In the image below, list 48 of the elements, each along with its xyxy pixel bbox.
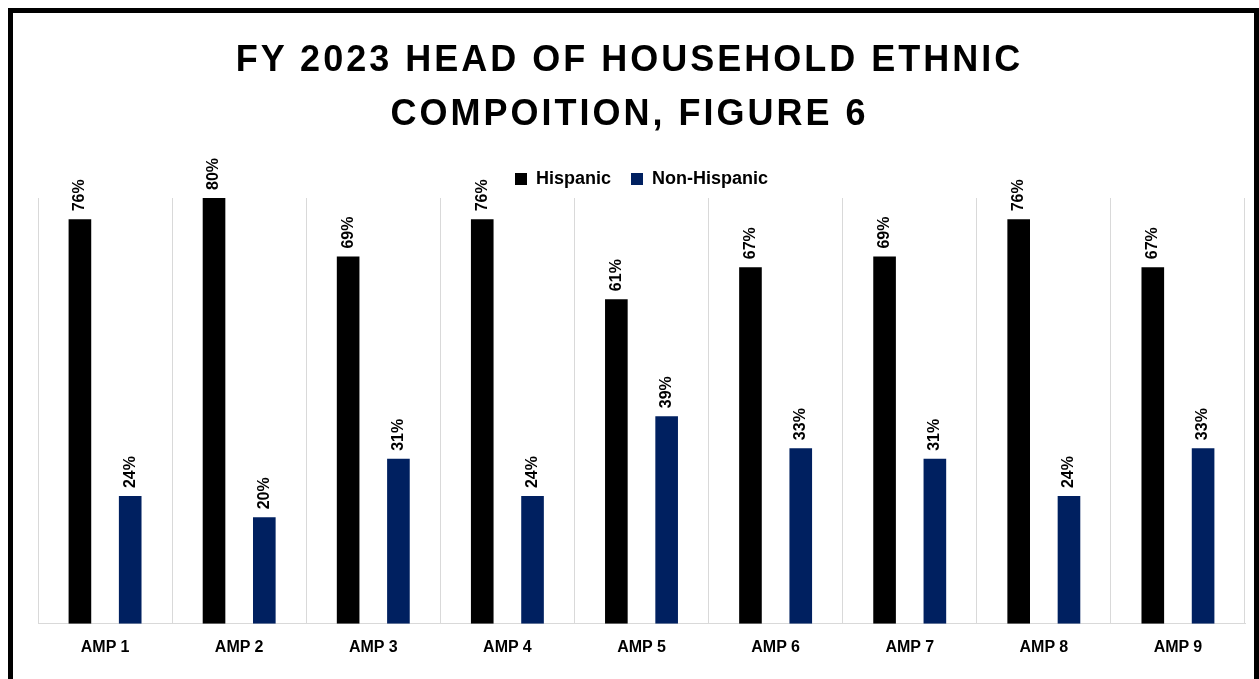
data-label: 80% — [204, 157, 222, 190]
data-label: 31% — [925, 418, 943, 451]
data-label: 76% — [472, 179, 490, 212]
x-tick-label: AMP 4 — [483, 637, 532, 655]
data-label: 33% — [1193, 408, 1211, 441]
data-label: 69% — [338, 216, 356, 249]
bar — [387, 458, 410, 624]
chart-title: FY 2023 HEAD OF HOUSEHOLD ETHNIC COMPOITION, FIGURE 6 — [234, 37, 1025, 135]
x-tick-label: AMP 8 — [1019, 637, 1069, 655]
data-label: 69% — [874, 216, 892, 249]
data-label: 33% — [791, 408, 809, 441]
bar — [1007, 219, 1030, 624]
data-label: 24% — [120, 456, 138, 489]
data-label: 76% — [70, 179, 88, 212]
data-label: 24% — [1059, 456, 1077, 489]
x-tick-label: AMP 5 — [617, 637, 666, 655]
bar — [1141, 267, 1165, 624]
bar — [118, 496, 142, 624]
data-label: 67% — [1143, 227, 1161, 260]
bar — [253, 517, 276, 624]
data-label: 61% — [606, 259, 624, 292]
bar — [1191, 448, 1215, 624]
x-tick-label: AMP 3 — [348, 637, 398, 655]
legend-label: Hispanic — [535, 167, 612, 188]
bar — [739, 267, 762, 624]
bar — [873, 256, 896, 624]
data-label: 24% — [522, 456, 540, 489]
x-tick-label: AMP 1 — [80, 637, 130, 655]
bar — [521, 496, 544, 624]
bar — [789, 448, 813, 624]
bar — [1057, 496, 1081, 624]
data-label: 31% — [388, 418, 406, 451]
data-label: 76% — [1009, 179, 1027, 212]
bar — [470, 219, 494, 624]
x-tick-label: AMP 6 — [751, 637, 801, 655]
data-label: 39% — [657, 376, 675, 409]
x-tick-label: AMP 9 — [1153, 637, 1203, 655]
x-tick-label: AMP 2 — [214, 637, 264, 655]
x-tick-label: AMP 7 — [885, 637, 935, 655]
data-label: 67% — [740, 227, 758, 260]
bar — [68, 219, 92, 624]
data-label: 20% — [254, 477, 272, 510]
bar — [336, 256, 360, 624]
bar — [202, 198, 226, 624]
bar — [923, 458, 947, 624]
bar — [605, 299, 628, 624]
bar — [655, 416, 678, 624]
legend-label: Non-Hispanic — [652, 167, 769, 188]
